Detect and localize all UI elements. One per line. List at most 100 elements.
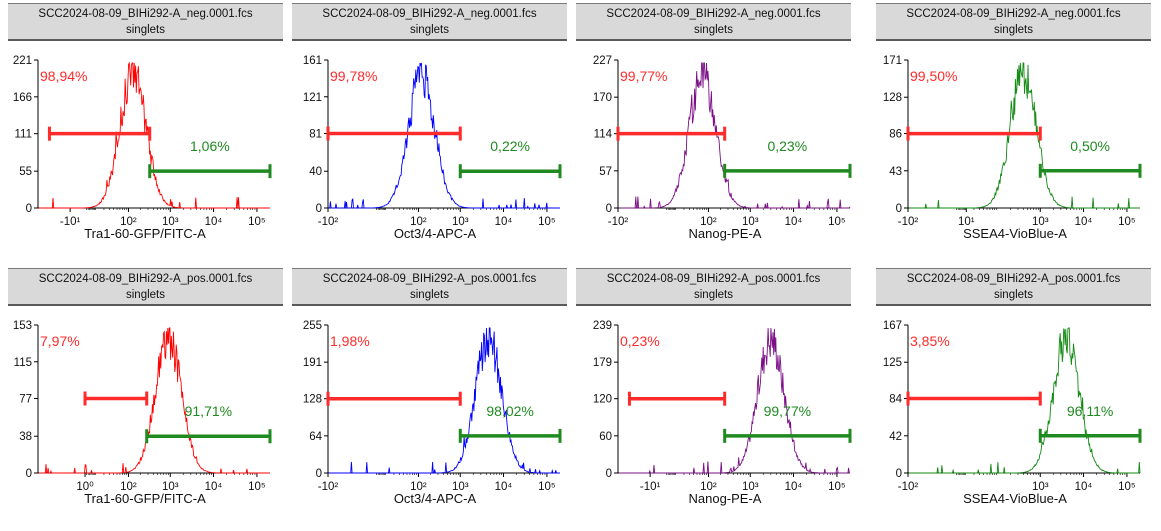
histogram-panel: SCC2024-08-09_BIHi292-A_neg.0001.fcs sing… (290, 0, 580, 265)
gate-percentage-label: 99,78% (330, 68, 377, 84)
y-tick-label: 161 (303, 55, 322, 67)
y-tick-label: 191 (303, 357, 322, 369)
plot-title: SCC2024-08-09_BIHi292-A_pos.0001.fcs (606, 273, 821, 285)
x-axis-label: Nanog-PE-A (688, 226, 762, 241)
y-tick-label: 255 (303, 320, 322, 332)
x-tick-label: 10⁴ (205, 216, 223, 228)
x-tick-label: -10² (898, 481, 919, 493)
plot-subtitle: singlets (126, 24, 165, 36)
histogram-panel: SCC2024-08-09_BIHi292-A_pos.0001.fcs sing… (0, 265, 290, 530)
y-tick-label: 166 (13, 92, 32, 104)
y-tick-label: 60 (599, 431, 612, 443)
y-tick-label: 167 (883, 320, 902, 332)
gate-percentage-label: 3,85% (910, 333, 950, 349)
gate-percentage-label: 0,23% (767, 138, 807, 154)
y-tick-label: 81 (309, 129, 322, 141)
gate-percentage-label: 0,23% (620, 333, 660, 349)
histogram-plot: 0 64 128 191 255 -10² 10² 10³ 10⁴ 10⁵ 1,98% 98,02% (303, 320, 562, 493)
x-tick-label: 10⁴ (495, 481, 513, 493)
y-tick-label: 121 (303, 92, 322, 104)
x-axis-label: Tra1-60-GFP/FITC-A (84, 491, 206, 506)
x-tick-label: 10⁴ (1075, 481, 1093, 493)
plot-subtitle: singlets (994, 24, 1033, 36)
gate-percentage-label: 99,77% (620, 68, 667, 84)
x-tick-label: 10³ (742, 216, 759, 228)
histogram-plot: 0 57 114 170 227 -10² 10² 10³ 10⁴ 10⁵ 99,77% 0,23% (593, 55, 852, 228)
x-tick-label: 10³ (1032, 216, 1049, 228)
x-tick-label: -10¹ (60, 216, 81, 228)
y-tick-label: 0 (606, 468, 612, 480)
gate-percentage-label: 7,97% (40, 333, 80, 349)
y-tick-label: 42 (889, 431, 902, 443)
x-axis-label: Oct3/4-APC-A (393, 226, 477, 241)
histogram-curve (329, 327, 560, 474)
x-axis-label: SSEA4-VioBlue-A (963, 491, 1067, 506)
x-axis-label: Oct3/4-APC-A (393, 491, 477, 506)
x-tick-label: 10⁴ (495, 216, 513, 228)
y-tick-label: 227 (593, 55, 612, 67)
plot-subtitle: singlets (694, 289, 733, 301)
x-tick-label: -10² (318, 481, 339, 493)
x-tick-label: 10³ (452, 216, 469, 228)
y-tick-label: 0 (26, 468, 32, 480)
y-tick-label: 0 (316, 468, 322, 480)
histogram-curve (909, 62, 1140, 209)
x-tick-label: 10⁵ (828, 481, 846, 493)
gate-percentage-label: 98,94% (40, 68, 87, 84)
histogram-plot: 0 40 81 121 161 -10² 10² 10³ 10⁴ 10⁵ 99,78% 0,22% (303, 55, 562, 228)
y-tick-label: 239 (593, 320, 612, 332)
plot-subtitle: singlets (694, 24, 733, 36)
x-tick-label: 10³ (162, 216, 179, 228)
histogram-plot: 0 43 86 128 171 -10² 10¹ 10³ 10⁴ 10⁵ 99,50% 0,50% (883, 55, 1142, 228)
histogram-panel: SCC2024-08-09_BIHi292-A_neg.0001.fcs sing… (0, 0, 290, 265)
plot-header: SCC2024-08-09_BIHi292-A_pos.0001.fcs sing… (8, 268, 283, 306)
x-tick-label: 10⁴ (785, 216, 803, 228)
plot-subtitle: singlets (410, 289, 449, 301)
y-tick-label: 128 (883, 92, 902, 104)
histogram-panel: SCC2024-08-09_BIHi292-A_pos.0001.fcs sing… (870, 265, 1160, 530)
plot-title: SCC2024-08-09_BIHi292-A_pos.0001.fcs (906, 273, 1121, 285)
x-tick-label: 10³ (452, 481, 469, 493)
histogram-plot: 0 55 111 166 221 -10¹ 10² 10³ 10⁴ 10⁵ 98,94% 1,06% (13, 55, 272, 228)
histogram-curve (619, 62, 851, 209)
x-tick-label: 10⁵ (248, 481, 266, 493)
histogram-curve (329, 62, 560, 209)
y-tick-label: 128 (303, 394, 322, 406)
plot-subtitle: singlets (410, 24, 449, 36)
histogram-plot: 0 42 84 125 167 -10² 10³ 10⁴ 10⁵ 3,85% 96,11% (883, 320, 1142, 493)
y-tick-label: 120 (593, 394, 612, 406)
y-tick-label: 179 (593, 357, 612, 369)
y-tick-label: 64 (309, 431, 322, 443)
y-tick-label: 0 (316, 203, 322, 215)
plot-title: SCC2024-08-09_BIHi292-A_neg.0001.fcs (606, 8, 821, 20)
x-tick-label: 10⁴ (785, 481, 803, 493)
y-tick-label: 55 (19, 166, 32, 178)
x-tick-label: 10² (700, 216, 717, 228)
gate-percentage-label: 1,98% (330, 333, 370, 349)
histogram-curve (909, 327, 1141, 474)
x-tick-label: 10⁵ (1118, 216, 1136, 228)
x-tick-label: -10² (608, 216, 629, 228)
y-tick-label: 84 (889, 394, 902, 406)
histogram-plot: 0 60 120 179 239 -10¹ 10² 10³ 10⁴ 10⁵ 0,23% 99,77% (593, 320, 852, 493)
x-tick-label: 10⁵ (538, 216, 556, 228)
x-tick-label: 10³ (162, 481, 179, 493)
histogram-curve (39, 327, 270, 474)
histogram-curve (39, 61, 270, 209)
x-tick-label: 10² (120, 216, 137, 228)
x-tick-label: 10⁰ (76, 481, 94, 493)
gate-percentage-label: 98,02% (486, 403, 533, 419)
plot-title: SCC2024-08-09_BIHi292-A_pos.0001.fcs (322, 273, 537, 285)
y-tick-label: 0 (26, 203, 32, 215)
x-axis-label: Tra1-60-GFP/FITC-A (84, 226, 206, 241)
x-tick-label: 10² (410, 216, 427, 228)
plot-title: SCC2024-08-09_BIHi292-A_pos.0001.fcs (38, 273, 253, 285)
x-tick-label: 10² (120, 481, 137, 493)
y-tick-label: 153 (13, 320, 32, 332)
gate-percentage-label: 99,77% (764, 403, 811, 419)
